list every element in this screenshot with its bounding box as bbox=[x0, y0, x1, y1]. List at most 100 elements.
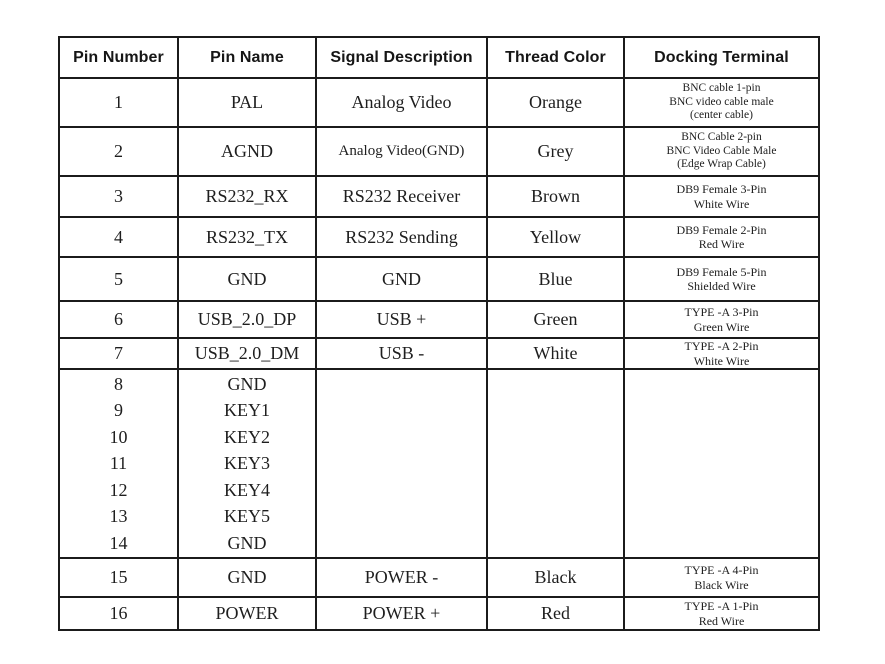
column-header-docking-terminal: Docking Terminal bbox=[623, 36, 820, 79]
table-body: 1 PAL Analog Video Orange BNC cable 1-pin BNC… bbox=[58, 77, 820, 631]
pin-specification-table: Pin Number Pin Name Signal Description T… bbox=[58, 36, 820, 631]
docking-terminal-line: Shielded Wire bbox=[687, 279, 756, 293]
column-header-signal-description: Signal Description bbox=[315, 36, 488, 79]
docking-terminal-cell: BNC Cable 2-pin BNC Video Cable Male (Edge… bbox=[623, 126, 820, 177]
pin-number-cell: 7 bbox=[58, 337, 179, 370]
docking-terminal-cell: TYPE -A 3-Pin Green Wire bbox=[623, 300, 820, 339]
pin-number-line: 8 bbox=[114, 373, 123, 394]
docking-terminal-line: TYPE -A 2-Pin bbox=[684, 339, 759, 353]
pin-number-line: 12 bbox=[109, 479, 128, 500]
pin-number-line: 13 bbox=[109, 506, 128, 527]
table-row: 6 USB_2.0_DP USB + Green TYPE -A 3-Pin Green … bbox=[58, 300, 820, 339]
pin-number-line: 9 bbox=[114, 400, 123, 421]
docking-terminal-cell: TYPE -A 2-Pin White Wire bbox=[623, 337, 820, 370]
table-row: 4 RS232_TX RS232 Sending Yellow DB9 Female 2… bbox=[58, 216, 820, 258]
thread-color-cell: Green bbox=[486, 300, 625, 339]
docking-terminal-line: (center cable) bbox=[690, 109, 753, 122]
signal-description-cell: USB - bbox=[315, 337, 488, 370]
signal-description-cell: Analog Video(GND) bbox=[315, 126, 488, 177]
signal-description-cell: USB + bbox=[315, 300, 488, 339]
thread-color-cell: Orange bbox=[486, 77, 625, 128]
pin-number-line: 14 bbox=[109, 532, 128, 553]
table-row: 2 AGND Analog Video(GND) Grey BNC Cable 2-pi… bbox=[58, 126, 820, 177]
table-row: 7 USB_2.0_DM USB - White TYPE -A 2-Pin White … bbox=[58, 337, 820, 370]
pin-name-line: KEY2 bbox=[224, 426, 270, 447]
thread-color-cell: Grey bbox=[486, 126, 625, 177]
docking-terminal-line: (Edge Wrap Cable) bbox=[677, 158, 766, 171]
table-row: 15 GND POWER - Black TYPE -A 4-Pin Black Wire bbox=[58, 557, 820, 598]
signal-description-cell: GND bbox=[315, 256, 488, 302]
signal-description-cell: RS232 Receiver bbox=[315, 175, 488, 218]
pin-number-line: 11 bbox=[109, 453, 128, 474]
docking-terminal-line: TYPE -A 3-Pin bbox=[684, 305, 759, 319]
signal-description-cell: Analog Video bbox=[315, 77, 488, 128]
pin-name-cell: PAL bbox=[177, 77, 317, 128]
docking-terminal-cell: TYPE -A 1-Pin Red Wire bbox=[623, 596, 820, 631]
table-row: 16 POWER POWER + Red TYPE -A 1-Pin Red Wire bbox=[58, 596, 820, 631]
docking-terminal-cell: TYPE -A 4-Pin Black Wire bbox=[623, 557, 820, 598]
header-row: Pin Number Pin Name Signal Description T… bbox=[58, 36, 820, 79]
pin-number-cell: 1 bbox=[58, 77, 179, 128]
table-row-group-8-14: 8 9 10 11 12 13 14 GND KEY1 KEY2 KEY3 KEY4 KEY5 GND bbox=[58, 368, 820, 559]
pin-number-cell: 5 bbox=[58, 256, 179, 302]
column-header-pin-number: Pin Number bbox=[58, 36, 179, 79]
docking-terminal-line: BNC cable 1-pin bbox=[682, 82, 761, 95]
table-row: 1 PAL Analog Video Orange BNC cable 1-pin BNC… bbox=[58, 77, 820, 128]
docking-terminal-line: Red Wire bbox=[698, 237, 745, 251]
pin-number-cell: 4 bbox=[58, 216, 179, 258]
column-header-thread-color: Thread Color bbox=[486, 36, 625, 79]
docking-terminal-line: DB9 Female 2-Pin bbox=[676, 222, 767, 237]
docking-terminal-cell: BNC cable 1-pin BNC video cable male (cent… bbox=[623, 77, 820, 128]
thread-color-cell: Yellow bbox=[486, 216, 625, 258]
signal-description-cell bbox=[315, 368, 488, 559]
pin-name-cell: GND KEY1 KEY2 KEY3 KEY4 KEY5 GND bbox=[177, 368, 317, 559]
table-header: Pin Number Pin Name Signal Description T… bbox=[58, 36, 820, 79]
docking-terminal-line: BNC video cable male bbox=[669, 95, 774, 108]
pin-number-cell: 3 bbox=[58, 175, 179, 218]
docking-terminal-line: BNC Video Cable Male bbox=[666, 144, 777, 157]
docking-terminal-line: White Wire bbox=[693, 196, 750, 211]
pin-name-cell: RS232_RX bbox=[177, 175, 317, 218]
pin-name-line: KEY5 bbox=[224, 506, 270, 527]
docking-terminal-cell: DB9 Female 5-Pin Shielded Wire bbox=[623, 256, 820, 302]
thread-color-cell: Red bbox=[486, 596, 625, 631]
pin-name-cell: GND bbox=[177, 557, 317, 598]
signal-description-cell: POWER + bbox=[315, 596, 488, 631]
pin-number-cell: 6 bbox=[58, 300, 179, 339]
pin-number-line: 10 bbox=[109, 426, 128, 447]
thread-color-cell: Blue bbox=[486, 256, 625, 302]
pin-name-cell: POWER bbox=[177, 596, 317, 631]
pin-number-cell: 2 bbox=[58, 126, 179, 177]
docking-terminal-line: White Wire bbox=[693, 353, 750, 368]
docking-terminal-line: BNC Cable 2-pin bbox=[681, 131, 762, 144]
docking-terminal-line: TYPE -A 4-Pin bbox=[684, 563, 759, 577]
docking-terminal-line: DB9 Female 5-Pin bbox=[676, 264, 767, 279]
pin-name-line: KEY1 bbox=[224, 400, 270, 421]
pin-name-cell: GND bbox=[177, 256, 317, 302]
docking-terminal-cell: DB9 Female 2-Pin Red Wire bbox=[623, 216, 820, 258]
signal-description-cell: POWER - bbox=[315, 557, 488, 598]
docking-terminal-line: Black Wire bbox=[694, 577, 749, 592]
docking-terminal-line: DB9 Female 3-Pin bbox=[676, 182, 767, 196]
pin-name-cell: AGND bbox=[177, 126, 317, 177]
pin-name-line: GND bbox=[227, 373, 267, 394]
pin-name-cell: RS232_TX bbox=[177, 216, 317, 258]
pin-number-cell: 16 bbox=[58, 596, 179, 631]
docking-terminal-line: Red Wire bbox=[698, 613, 745, 628]
docking-terminal-line: TYPE -A 1-Pin bbox=[684, 599, 759, 613]
docking-terminal-line: Green Wire bbox=[693, 319, 750, 334]
thread-color-cell: Brown bbox=[486, 175, 625, 218]
pin-name-cell: USB_2.0_DM bbox=[177, 337, 317, 370]
pin-number-cell: 15 bbox=[58, 557, 179, 598]
docking-terminal-cell: DB9 Female 3-Pin White Wire bbox=[623, 175, 820, 218]
pin-name-line: KEY3 bbox=[224, 453, 270, 474]
pin-number-cell: 8 9 10 11 12 13 14 bbox=[58, 368, 179, 559]
thread-color-cell: White bbox=[486, 337, 625, 370]
pin-name-cell: USB_2.0_DP bbox=[177, 300, 317, 339]
thread-color-cell: Black bbox=[486, 557, 625, 598]
signal-description-cell: RS232 Sending bbox=[315, 216, 488, 258]
table-row: 5 GND GND Blue DB9 Female 5-Pin Shielded Wire bbox=[58, 256, 820, 302]
thread-color-cell bbox=[486, 368, 625, 559]
table-row: 3 RS232_RX RS232 Receiver Brown DB9 Female 3… bbox=[58, 175, 820, 218]
